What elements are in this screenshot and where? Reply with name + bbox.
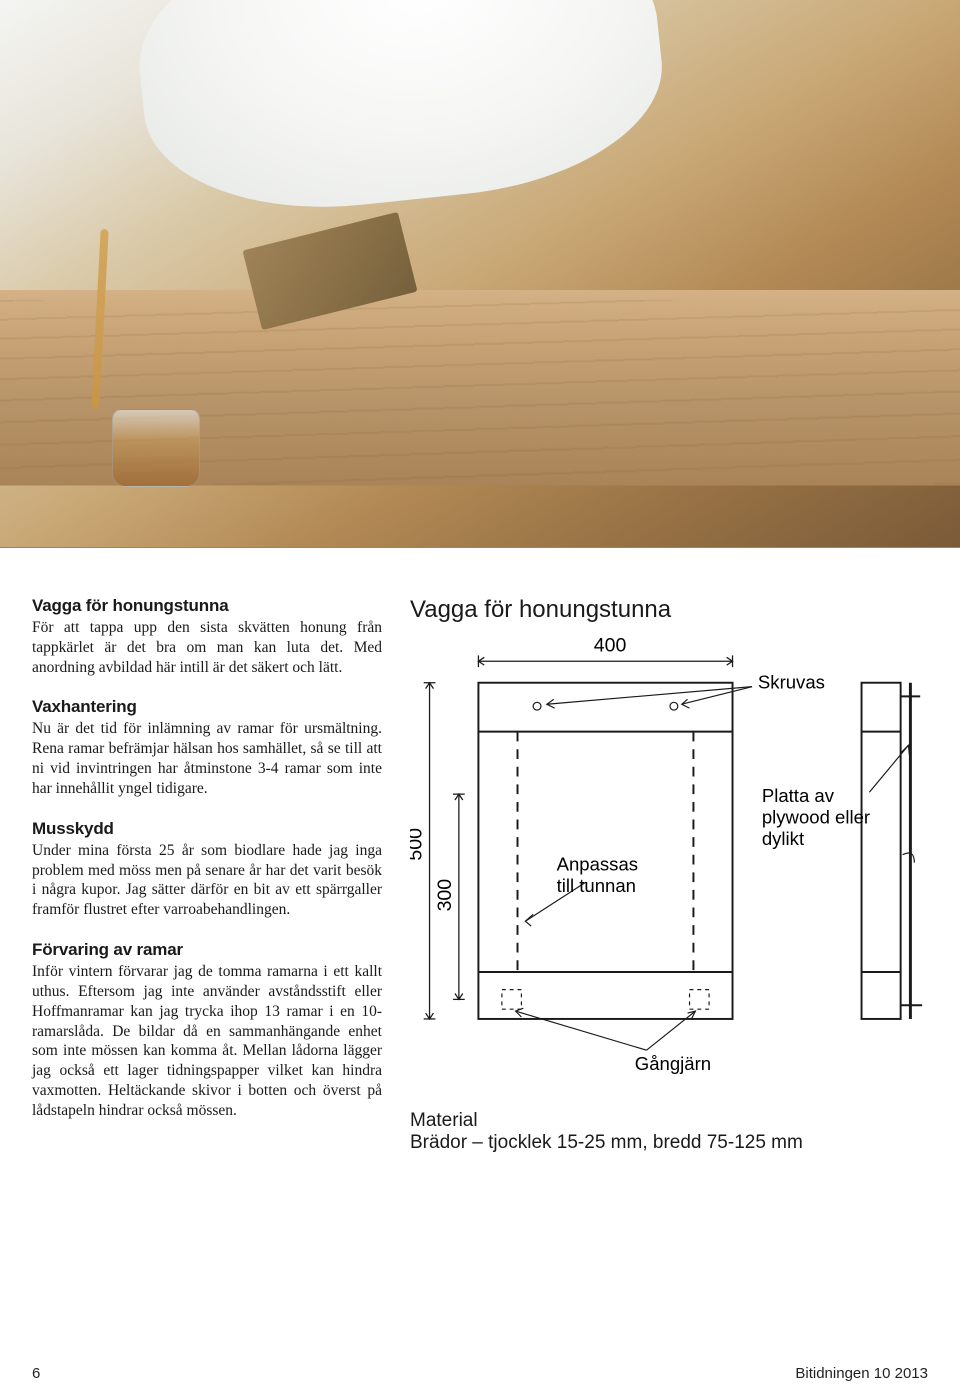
body-vagga: För att tappa upp den sista skvätten hon… <box>32 618 382 677</box>
dim-400: 400 <box>594 634 627 656</box>
section-forvaring: Förvaring av ramar Inför vintern förvara… <box>32 940 382 1121</box>
article-photo <box>0 0 960 548</box>
body-vaxhantering: Nu är det tid för inlämning av ramar för… <box>32 719 382 798</box>
label-anpassas-2: till tunnan <box>557 875 636 896</box>
publication-reference: Bitidningen 10 2013 <box>795 1365 928 1382</box>
label-platta-1: Platta av <box>762 785 835 806</box>
section-vagga: Vagga för honungstunna För att tappa upp… <box>32 596 382 677</box>
diagram-svg: 400 500 300 <box>410 628 928 1097</box>
material-line-1: Material <box>410 1110 928 1132</box>
jar-shape <box>112 409 200 487</box>
material-line-2: Brädor – tjocklek 15-25 mm, bredd 75-125… <box>410 1132 928 1154</box>
dim-500: 500 <box>410 828 427 861</box>
body-musskydd: Under mina första 25 år som biodlare had… <box>32 841 382 920</box>
content-row: Vagga för honungstunna För att tappa upp… <box>0 548 960 1154</box>
diagram-column: Vagga för honungstunna 400 500 <box>410 596 928 1154</box>
label-gangjarn: Gångjärn <box>635 1053 711 1074</box>
label-platta-3: dylikt <box>762 828 805 849</box>
section-vaxhantering: Vaxhantering Nu är det tid för inlämning… <box>32 697 382 798</box>
label-skruvas: Skruvas <box>758 672 825 693</box>
label-platta-2: plywood eller <box>762 806 870 827</box>
page-footer: 6 Bitidningen 10 2013 <box>0 1365 960 1382</box>
heading-vaxhantering: Vaxhantering <box>32 697 382 717</box>
page-number: 6 <box>32 1365 40 1382</box>
diagram-title: Vagga för honungstunna <box>410 596 928 624</box>
label-anpassas-1: Anpassas <box>557 853 638 874</box>
heading-musskydd: Musskydd <box>32 819 382 839</box>
section-musskydd: Musskydd Under mina första 25 år som bio… <box>32 819 382 920</box>
dim-300: 300 <box>434 879 456 912</box>
bucket-shape <box>127 0 673 226</box>
heading-forvaring: Förvaring av ramar <box>32 940 382 960</box>
text-column: Vagga för honungstunna För att tappa upp… <box>32 596 382 1154</box>
heading-vagga: Vagga för honungstunna <box>32 596 382 616</box>
body-forvaring: Inför vintern förvarar jag de tomma rama… <box>32 962 382 1121</box>
photo-background <box>0 0 960 547</box>
